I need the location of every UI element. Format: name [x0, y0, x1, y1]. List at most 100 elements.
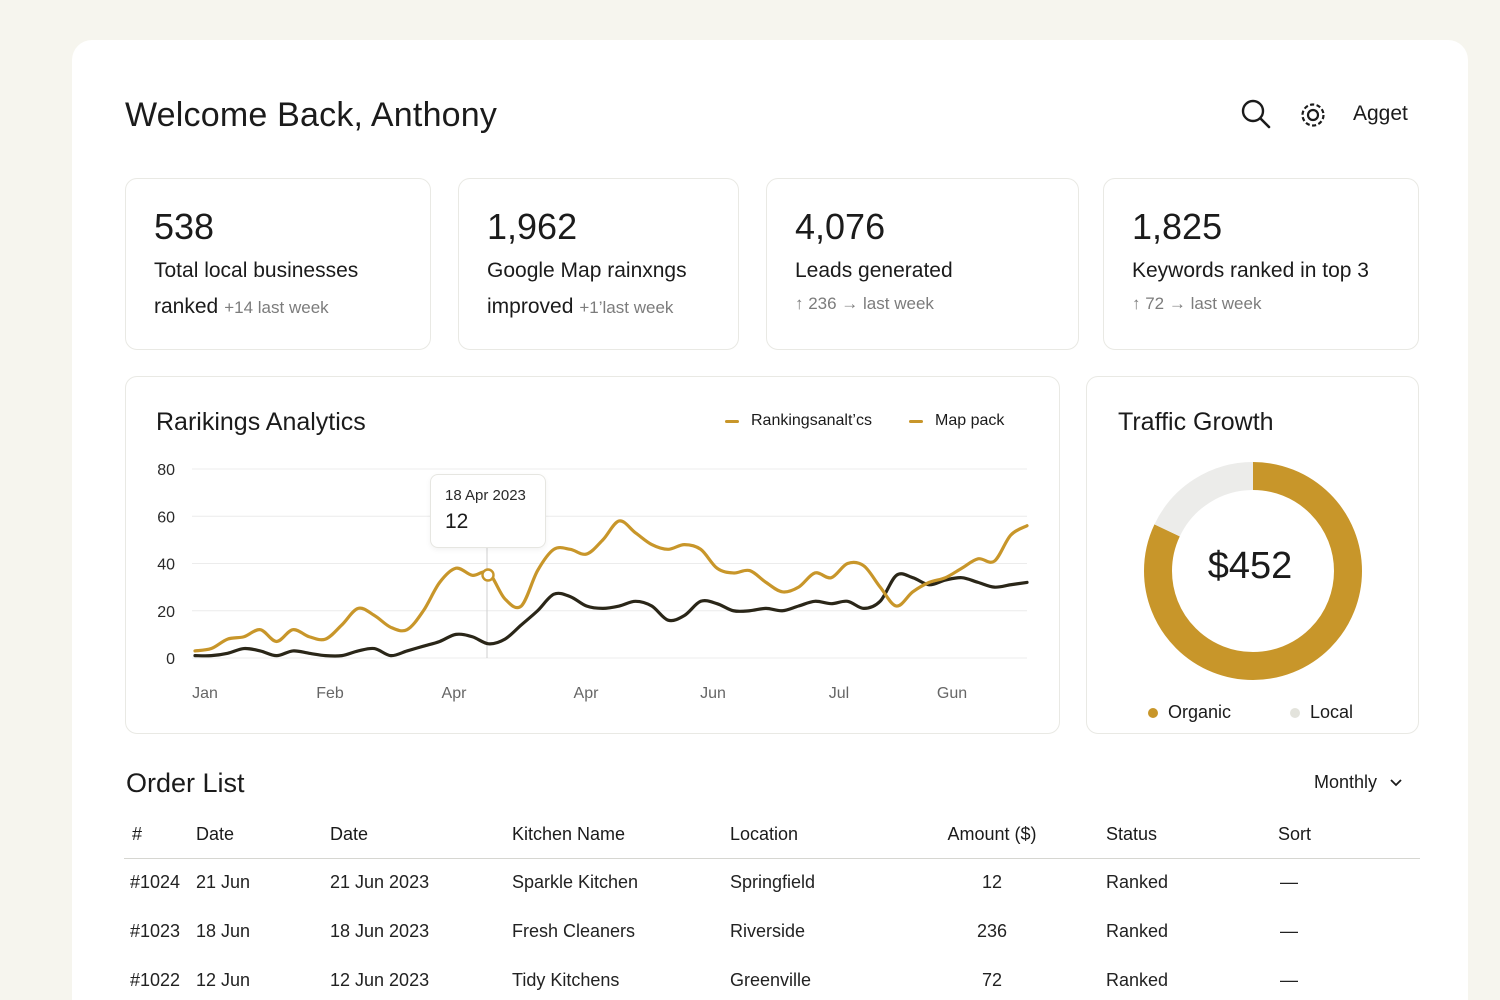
traffic-donut-chart	[1144, 462, 1362, 680]
stat-label: Total local businesses ranked +14 last we…	[154, 253, 414, 326]
stat-label: Leads generated	[795, 259, 953, 282]
order-full-date: 18 Jun 2023	[330, 921, 430, 941]
y-tick-label: 0	[166, 651, 175, 668]
stat-value: 1,962	[487, 206, 578, 247]
status: Ranked	[1106, 970, 1169, 990]
stat-change: +1’last week	[579, 298, 674, 317]
y-tick-label: 20	[157, 604, 175, 621]
kitchen-name: Fresh Cleaners	[512, 921, 636, 941]
legend-swatch	[909, 419, 923, 423]
column-header-number[interactable]: #	[124, 812, 196, 859]
chevron-down-icon	[1390, 778, 1402, 786]
column-header-date[interactable]: Date	[196, 812, 330, 859]
kitchen-name: Tidy Kitchens	[512, 970, 620, 990]
status: Ranked	[1106, 921, 1169, 941]
x-tick-label: Jul	[829, 685, 849, 702]
location: Riverside	[730, 921, 806, 941]
legend-swatch	[725, 419, 739, 423]
order-id: #1023	[130, 921, 181, 941]
stat-card-keywords: 1,825 Keywords ranked in top 3 ↑ 72 → la…	[1103, 178, 1419, 350]
legend-label: Organic	[1168, 702, 1232, 722]
stat-change: ↑ 236 → last week	[795, 294, 934, 313]
legend-label: Rankingsanalt’cs	[751, 412, 872, 429]
x-tick-label: Apr	[574, 685, 600, 702]
x-tick-label: Jun	[700, 685, 726, 702]
column-header-kitchen-name[interactable]: Kitchen Name	[512, 812, 730, 859]
location: Springfield	[730, 872, 816, 893]
legend-label: Local	[1310, 702, 1354, 722]
stat-card-map-rankings: 1,962 Google Map rainxngs improved +1’las…	[458, 178, 739, 350]
table-row[interactable]: #1023 18 Jun 18 Jun 2023 Fresh Cleaners …	[124, 907, 1420, 956]
stat-card-leads: 4,076 Leads generated ↑ 236 → last week	[766, 178, 1079, 350]
stat-change: +14 last week	[224, 298, 329, 317]
legend-label: Map pack	[935, 412, 1005, 429]
series-line-rankings	[193, 519, 1029, 653]
status: Ranked	[1106, 872, 1169, 893]
order-table: # Date Date Kitchen Name Location Amount…	[124, 812, 1420, 1000]
location: Greenville	[730, 970, 812, 990]
stat-label-line2: ranked	[154, 295, 219, 318]
order-full-date: 21 Jun 2023	[330, 872, 430, 893]
column-header-amount[interactable]: Amount ($)	[910, 812, 1074, 859]
y-tick-label: 40	[157, 557, 175, 574]
order-id: #1022	[130, 970, 181, 990]
column-header-location[interactable]: Location	[730, 812, 910, 859]
legend-item-map-pack[interactable]: Map pack	[909, 412, 1004, 430]
analytics-card	[125, 376, 1060, 734]
legend-item-local[interactable]: Local	[1290, 702, 1353, 723]
sort-handle[interactable]: —	[1280, 872, 1298, 893]
stat-card-businesses: 538 Total local businesses ranked +14 las…	[125, 178, 431, 350]
stat-value: 538	[154, 206, 215, 247]
traffic-title: Traffic Growth	[1118, 408, 1274, 436]
amount: 12	[981, 872, 1003, 893]
x-tick-label: Feb	[316, 685, 344, 702]
order-id: #1024	[130, 872, 181, 893]
stat-value: 1,825	[1132, 206, 1223, 247]
order-date: 18 Jun	[196, 921, 251, 941]
user-menu[interactable]: Agget	[1353, 102, 1408, 125]
tooltip-value: 12	[445, 510, 469, 533]
order-date: 21 Jun	[196, 872, 251, 893]
period-filter-label: Monthly	[1314, 772, 1378, 792]
order-date: 12 Jun	[196, 970, 251, 990]
kitchen-name: Sparkle Kitchen	[512, 872, 639, 893]
legend-dot	[1148, 707, 1158, 718]
order-full-date: 12 Jun 2023	[330, 970, 430, 990]
stat-label-line2: improved	[487, 295, 574, 318]
stat-change: ↑ 72 → last week	[1132, 294, 1262, 313]
stat-value: 4,076	[795, 206, 886, 247]
search-icon[interactable]	[1240, 98, 1272, 135]
x-tick-label: Apr	[442, 685, 468, 702]
legend-dot	[1290, 707, 1300, 718]
column-header-sort[interactable]: Sort	[1254, 812, 1420, 859]
sort-handle[interactable]: —	[1280, 970, 1298, 990]
amount: 72	[981, 970, 1003, 990]
chart-tooltip: 18 Apr 2023 12	[430, 474, 546, 548]
order-list-title: Order List	[126, 768, 245, 798]
table-row[interactable]: #1022 12 Jun 12 Jun 2023 Tidy Kitchens G…	[124, 956, 1420, 1000]
stat-label-line1: Google Map rainxngs	[487, 259, 687, 282]
amount: 236	[976, 921, 1008, 941]
sort-handle[interactable]: —	[1280, 921, 1298, 941]
series-line-map-pack	[193, 572, 1029, 658]
legend-item-organic[interactable]: Organic	[1148, 702, 1231, 723]
tooltip-point[interactable]	[481, 568, 495, 582]
tooltip-date: 18 Apr 2023	[445, 487, 526, 504]
period-filter-dropdown[interactable]: Monthly	[1314, 772, 1403, 793]
table-header-row: # Date Date Kitchen Name Location Amount…	[124, 812, 1420, 859]
y-tick-label: 80	[157, 462, 175, 479]
y-tick-label: 60	[157, 509, 175, 526]
x-tick-label: Gun	[937, 685, 967, 702]
stat-label-line1: Total local businesses	[154, 259, 359, 282]
x-tick-label: Jan	[192, 685, 218, 702]
donut-slice-local[interactable]	[1144, 462, 1362, 680]
gear-icon[interactable]	[1298, 100, 1328, 135]
page-title: Welcome Back, Anthony	[125, 96, 498, 134]
legend-item-rankings[interactable]: Rankingsanalt’cs	[725, 412, 872, 430]
table-row[interactable]: #1024 21 Jun 21 Jun 2023 Sparkle Kitchen…	[124, 858, 1420, 907]
stat-label: Keywords ranked in top 3	[1132, 259, 1369, 282]
column-header-status[interactable]: Status	[1074, 812, 1254, 859]
stat-label: Google Map rainxngs improved +1’last week	[487, 253, 738, 326]
column-header-full-date[interactable]: Date	[330, 812, 512, 859]
